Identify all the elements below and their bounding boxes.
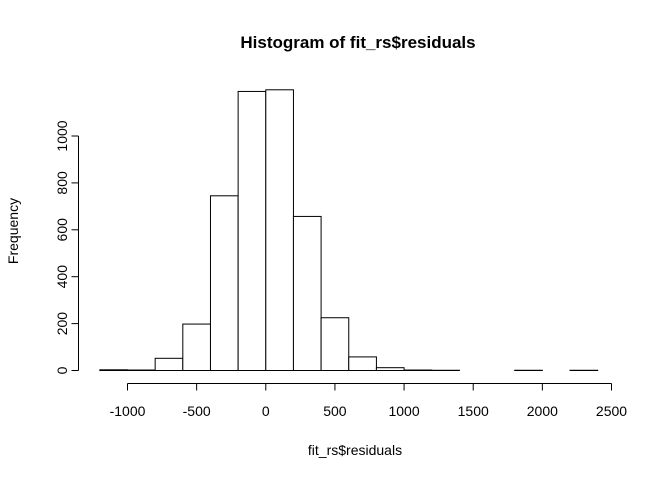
histogram-bar-5 bbox=[237, 90, 267, 371]
y-tick-label-1: 200 bbox=[54, 312, 70, 336]
histogram-bar-6 bbox=[265, 89, 294, 372]
y-tick-label-0: 0 bbox=[54, 366, 70, 374]
x-tick-label-6: 2000 bbox=[527, 403, 558, 419]
y-axis: 0 200 400 600 800 1000 bbox=[54, 120, 79, 374]
histogram-bar-0 bbox=[99, 369, 128, 371]
x-tick-label-0: -1000 bbox=[110, 403, 146, 419]
y-tick-label-3: 600 bbox=[54, 218, 70, 242]
chart-title: Histogram of fit_rs$residuals bbox=[240, 33, 475, 52]
x-tick-label-5: 1500 bbox=[458, 403, 489, 419]
y-tick-label-5: 1000 bbox=[54, 120, 70, 151]
histogram-bar-9 bbox=[348, 356, 377, 371]
histogram-bar-3 bbox=[182, 323, 211, 372]
x-tick-label-7: 2500 bbox=[596, 403, 627, 419]
y-tick-label-2: 400 bbox=[54, 265, 70, 289]
y-axis-label: Frequency bbox=[5, 198, 21, 264]
x-tick-label-4: 1000 bbox=[388, 403, 419, 419]
x-tick-label-1: -500 bbox=[183, 403, 211, 419]
x-axis-label: fit_rs$residuals bbox=[308, 442, 402, 458]
histogram-bar-2 bbox=[154, 357, 184, 371]
histogram-bar-10 bbox=[375, 367, 405, 372]
histogram-bar-4 bbox=[209, 195, 239, 371]
histogram-bar-7 bbox=[292, 215, 322, 371]
x-tick-label-3: 500 bbox=[323, 403, 347, 419]
histogram-bars bbox=[99, 89, 599, 372]
x-axis: -1000 -500 0 500 1000 1500 2000 2500 bbox=[110, 383, 627, 419]
y-tick-label-4: 800 bbox=[54, 171, 70, 195]
x-tick-label-2: 0 bbox=[262, 403, 270, 419]
histogram-bar-8 bbox=[320, 317, 350, 371]
